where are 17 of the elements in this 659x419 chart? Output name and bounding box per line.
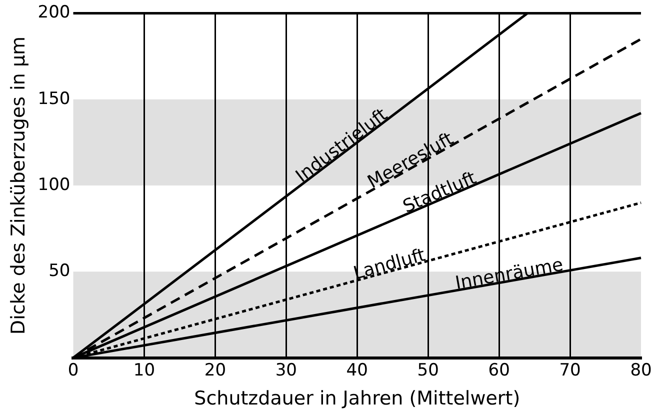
y-axis-title: Dicke des Zinküberzuges in µm: [7, 36, 30, 335]
x-tick-label: 10: [133, 360, 156, 380]
text: Innenräume: [454, 254, 565, 294]
x-tick-label: 70: [559, 360, 581, 380]
text: Landluft: [351, 244, 428, 284]
x-tick-label: 0: [68, 360, 79, 380]
y-tick-label: 50: [48, 261, 70, 282]
y-tick-label: 200: [38, 2, 70, 23]
x-tick-label: 50: [417, 360, 439, 380]
x-tick-label: 40: [346, 360, 368, 380]
y-tick-label: 150: [38, 88, 70, 109]
y-tick-label: 100: [38, 174, 70, 195]
x-tick-label: 60: [488, 360, 510, 380]
x-tick-label: 30: [275, 360, 297, 380]
x-tick-label: 80: [630, 360, 652, 380]
x-tick-label: 20: [204, 360, 226, 380]
x-axis-title: Schutzdauer in Jahren (Mittelwert): [194, 388, 520, 410]
